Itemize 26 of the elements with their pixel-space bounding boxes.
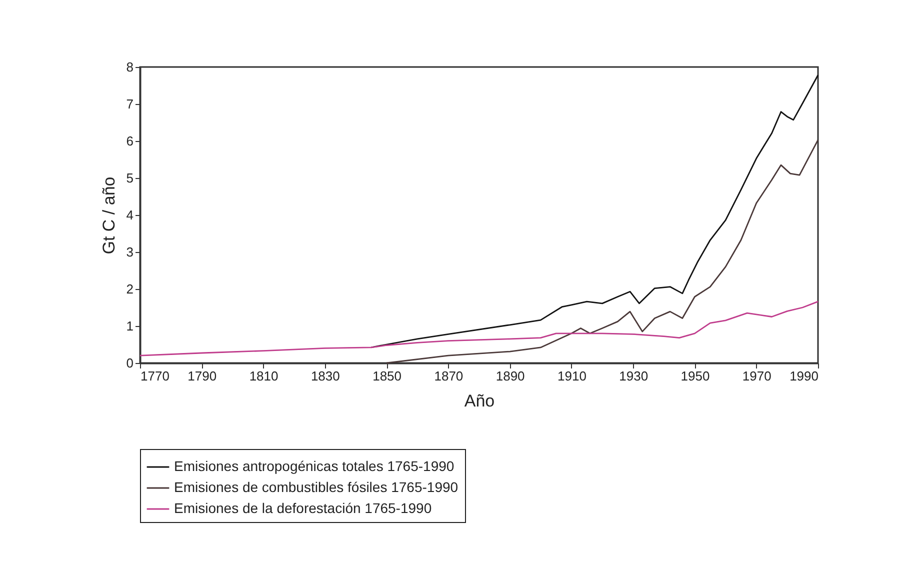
x-tick-label: 1770	[140, 368, 170, 384]
y-tick-label: 4	[126, 208, 134, 222]
x-tick-label: 1890	[496, 368, 525, 384]
x-axis-title: Año	[464, 392, 495, 410]
y-tick-label: 7	[126, 96, 134, 112]
legend-label: Emisiones antropogénicas totales 1765-1990	[174, 458, 454, 474]
y-tick-label: 8	[126, 60, 134, 74]
legend-label: Emisiones de combustibles fósiles 1765-1990	[174, 479, 458, 495]
y-tick-label: 3	[126, 244, 134, 260]
x-tick-label: 1790	[188, 368, 217, 384]
x-tick-label: 1850	[372, 368, 402, 384]
y-axis-title: Gt C / año	[99, 176, 118, 254]
y-tick-label: 6	[126, 134, 134, 148]
x-tick-label: 1810	[249, 368, 278, 384]
y-tick-label: 1	[126, 318, 134, 334]
x-tick-label: 1970	[742, 368, 772, 384]
x-tick-label: 1830	[310, 368, 340, 384]
y-tick-label: 0	[126, 356, 134, 370]
y-tick-label: 5	[126, 170, 134, 186]
x-tick-label: 1930	[619, 368, 648, 384]
y-tick-label: 2	[126, 282, 134, 296]
x-tick-label: 1910	[557, 368, 586, 384]
legend-label: Emisiones de la deforestación 1765-1990	[174, 500, 432, 516]
x-tick-label: 1950	[680, 368, 710, 384]
x-tick-label: 1870	[434, 368, 464, 384]
x-tick-label: 1990	[790, 368, 818, 384]
